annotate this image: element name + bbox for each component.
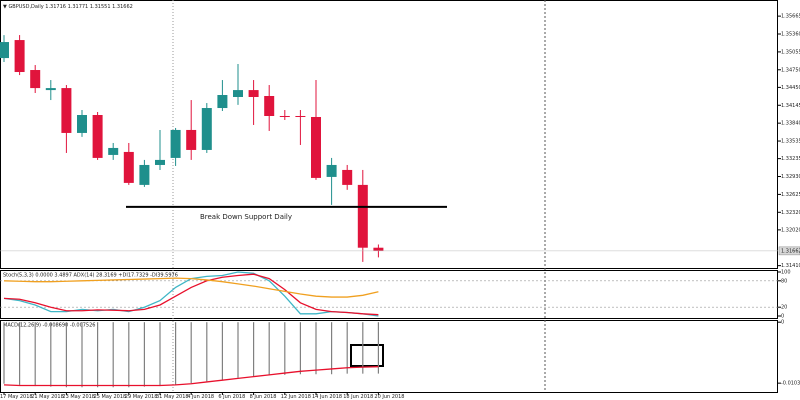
symbol-title: GBPUSD,Daily	[8, 4, 43, 10]
candle-body	[108, 147, 119, 155]
main-header: ▼ GBPUSD,Daily 1.31716 1.31771 1.31551 1…	[3, 4, 133, 10]
support-label: Break Down Support Daily	[200, 213, 292, 221]
candle-body	[92, 114, 103, 158]
x-tick-label: 4 Jun 2018	[187, 394, 214, 400]
x-tick-label: 21 May 2018	[31, 394, 64, 400]
candle-body	[0, 42, 9, 59]
candle-body	[217, 95, 228, 109]
x-tick-label: 17 May 2018	[0, 394, 33, 400]
current-price-box	[778, 246, 800, 256]
candle-body	[326, 164, 337, 177]
y-tick-label: 1.31410	[781, 263, 800, 269]
y-tick-label: 1.33840	[781, 121, 800, 127]
y-tick-label: 0	[781, 314, 784, 320]
y-tick-label: 20	[781, 305, 787, 311]
candle-body	[155, 159, 165, 165]
candle-body	[248, 90, 259, 97]
macd-header: MACD(12,26,9) -0.008690 -0.007526	[3, 323, 95, 329]
y-tick-label: 1.34450	[781, 85, 800, 91]
y-tick-label: 1.32625	[781, 192, 800, 198]
y-tick-label: 1.35665	[781, 14, 800, 20]
candle-body	[373, 247, 384, 251]
y-tick-label: 1.35360	[781, 32, 800, 38]
candle-body	[170, 129, 181, 158]
y-tick-label: 80	[781, 278, 787, 284]
x-tick-label: 14 Jun 2018	[312, 394, 342, 400]
stoch-header: Stoch(5,3,3) 0.0000 3.4897 ADX(14) 28.31…	[3, 273, 178, 279]
ohlc-open: 1.31716	[45, 4, 66, 10]
y-tick-label: 1.34750	[781, 67, 800, 73]
x-tick-label: 31 May 2018	[156, 394, 189, 400]
indicator-line	[3, 273, 379, 316]
main-panel-frame	[0, 0, 778, 269]
candle-body	[123, 151, 134, 183]
candle-body	[139, 164, 150, 185]
candle-body	[357, 184, 368, 248]
x-tick-label: 8 Jun 2018	[250, 394, 277, 400]
stoch-panel-frame	[0, 270, 778, 319]
y-tick-label: 1.32020	[781, 227, 800, 233]
candle-body	[201, 108, 212, 150]
current-price-label: 1.31662	[781, 248, 800, 254]
candle-body	[279, 115, 290, 117]
y-tick-label: 100	[781, 270, 791, 276]
candle-body	[77, 114, 87, 133]
y-tick-label: 1.33235	[781, 156, 800, 162]
highlight-box	[350, 344, 384, 367]
candle-body	[342, 169, 353, 185]
x-tick-label: 12 Jun 2018	[281, 394, 311, 400]
ohlc-close: 1.31662	[112, 4, 133, 10]
candle-body	[295, 115, 306, 117]
x-tick-label: 25 May 2018	[94, 394, 127, 400]
y-tick-label: 1.35055	[781, 49, 800, 55]
symbol-toggle[interactable]: ▼	[3, 4, 8, 10]
y-tick-label: -0.010304	[781, 381, 800, 387]
candle-body	[264, 95, 275, 116]
macd-panel-frame	[0, 320, 778, 393]
ohlc-high: 1.31771	[68, 4, 89, 10]
x-tick-label: 6 Jun 2018	[218, 394, 245, 400]
candle-body	[14, 40, 25, 73]
y-tick-label: 0	[781, 320, 784, 326]
x-tick-label: 23 May 2018	[62, 394, 95, 400]
y-tick-label: 1.32930	[781, 174, 800, 180]
y-tick-label: 1.33535	[781, 139, 800, 145]
candle-body	[30, 70, 41, 89]
indicator-line	[3, 277, 379, 298]
ohlc-low: 1.31551	[90, 4, 111, 10]
candle-body	[311, 116, 321, 178]
signal-line	[3, 366, 379, 387]
candle-body	[233, 90, 243, 97]
x-tick-label: 29 May 2018	[125, 394, 158, 400]
x-tick-label: 20 Jun 2018	[374, 394, 404, 400]
y-tick-label: 1.32320	[781, 210, 800, 216]
x-tick-label: 18 Jun 2018	[343, 394, 373, 400]
y-tick-label: 1.34145	[781, 103, 800, 109]
candle-body	[61, 88, 72, 133]
candle-body	[45, 88, 56, 91]
candle-body	[186, 129, 197, 150]
